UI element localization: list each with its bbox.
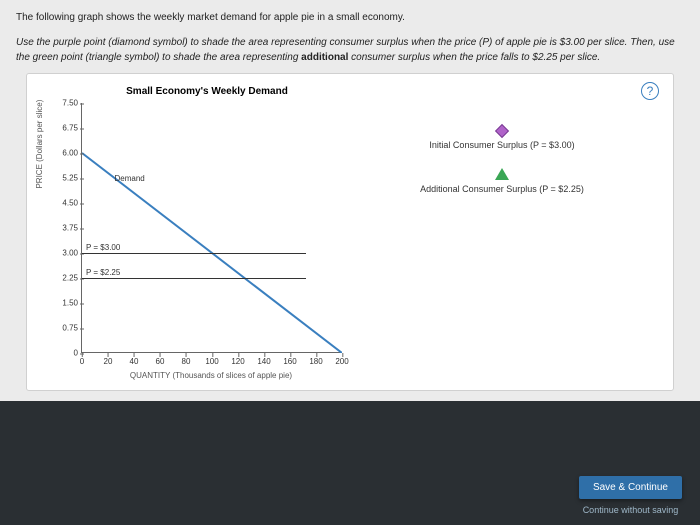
chart-area[interactable]: Small Economy's Weekly Demand PRICE (Dol… [37,86,377,380]
y-tick: 0 [48,349,78,358]
chart-title: Small Economy's Weekly Demand [37,86,377,97]
x-tick: 40 [130,357,139,366]
intro-text: The following graph shows the weekly mar… [16,12,684,23]
chart-wrap: Small Economy's Weekly Demand PRICE (Dol… [37,86,663,380]
x-tick: 200 [335,357,348,366]
instructions: Use the purple point (diamond symbol) to… [16,35,684,65]
x-tick: 0 [80,357,84,366]
x-tick: 20 [104,357,113,366]
question-page: The following graph shows the weekly mar… [0,0,700,401]
help-icon[interactable]: ? [641,82,659,100]
price-line [82,253,306,254]
y-tick: 2.25 [48,274,78,283]
footer: Save & Continue Continue without saving [579,476,682,515]
continue-without-saving-link[interactable]: Continue without saving [579,505,682,515]
legend-diamond-label: Initial Consumer Surplus (P = $3.00) [429,140,574,150]
x-axis-label: QUANTITY (Thousands of slices of apple p… [81,371,341,380]
instr-bold: additional [301,52,348,63]
instr-post: consumer surplus when the price falls to… [348,52,600,63]
x-tick: 80 [182,357,191,366]
demand-line [82,103,342,353]
price-line [82,278,306,279]
x-tick: 160 [283,357,296,366]
y-tick: 0.75 [48,324,78,333]
diamond-icon [495,124,509,138]
y-tick: 3.75 [48,224,78,233]
legend-triangle[interactable]: Additional Consumer Surplus (P = $2.25) [407,168,597,194]
price-line-label: P = $2.25 [86,268,120,277]
x-tick: 140 [257,357,270,366]
x-tick: 180 [309,357,322,366]
legend-diamond[interactable]: Initial Consumer Surplus (P = $3.00) [407,126,597,150]
legend-triangle-label: Additional Consumer Surplus (P = $2.25) [420,184,584,194]
y-tick: 4.50 [48,199,78,208]
x-tick: 60 [156,357,165,366]
y-tick: 1.50 [48,299,78,308]
chart-panel: ? Small Economy's Weekly Demand PRICE (D… [26,73,674,391]
legend: Initial Consumer Surplus (P = $3.00) Add… [407,126,597,380]
y-tick: 7.50 [48,99,78,108]
triangle-icon [495,168,509,180]
save-continue-button[interactable]: Save & Continue [579,476,682,499]
demand-label: Demand [115,174,145,183]
x-tick: 120 [231,357,244,366]
y-tick: 6.00 [48,149,78,158]
y-tick: 6.75 [48,124,78,133]
y-tick: 5.25 [48,174,78,183]
x-tick: 100 [205,357,218,366]
y-axis-label: PRICE (Dollars per slice) [35,100,44,189]
price-line-label: P = $3.00 [86,243,120,252]
plot-region[interactable]: 00.751.502.253.003.754.505.256.006.757.5… [81,103,341,353]
y-tick: 3.00 [48,249,78,258]
